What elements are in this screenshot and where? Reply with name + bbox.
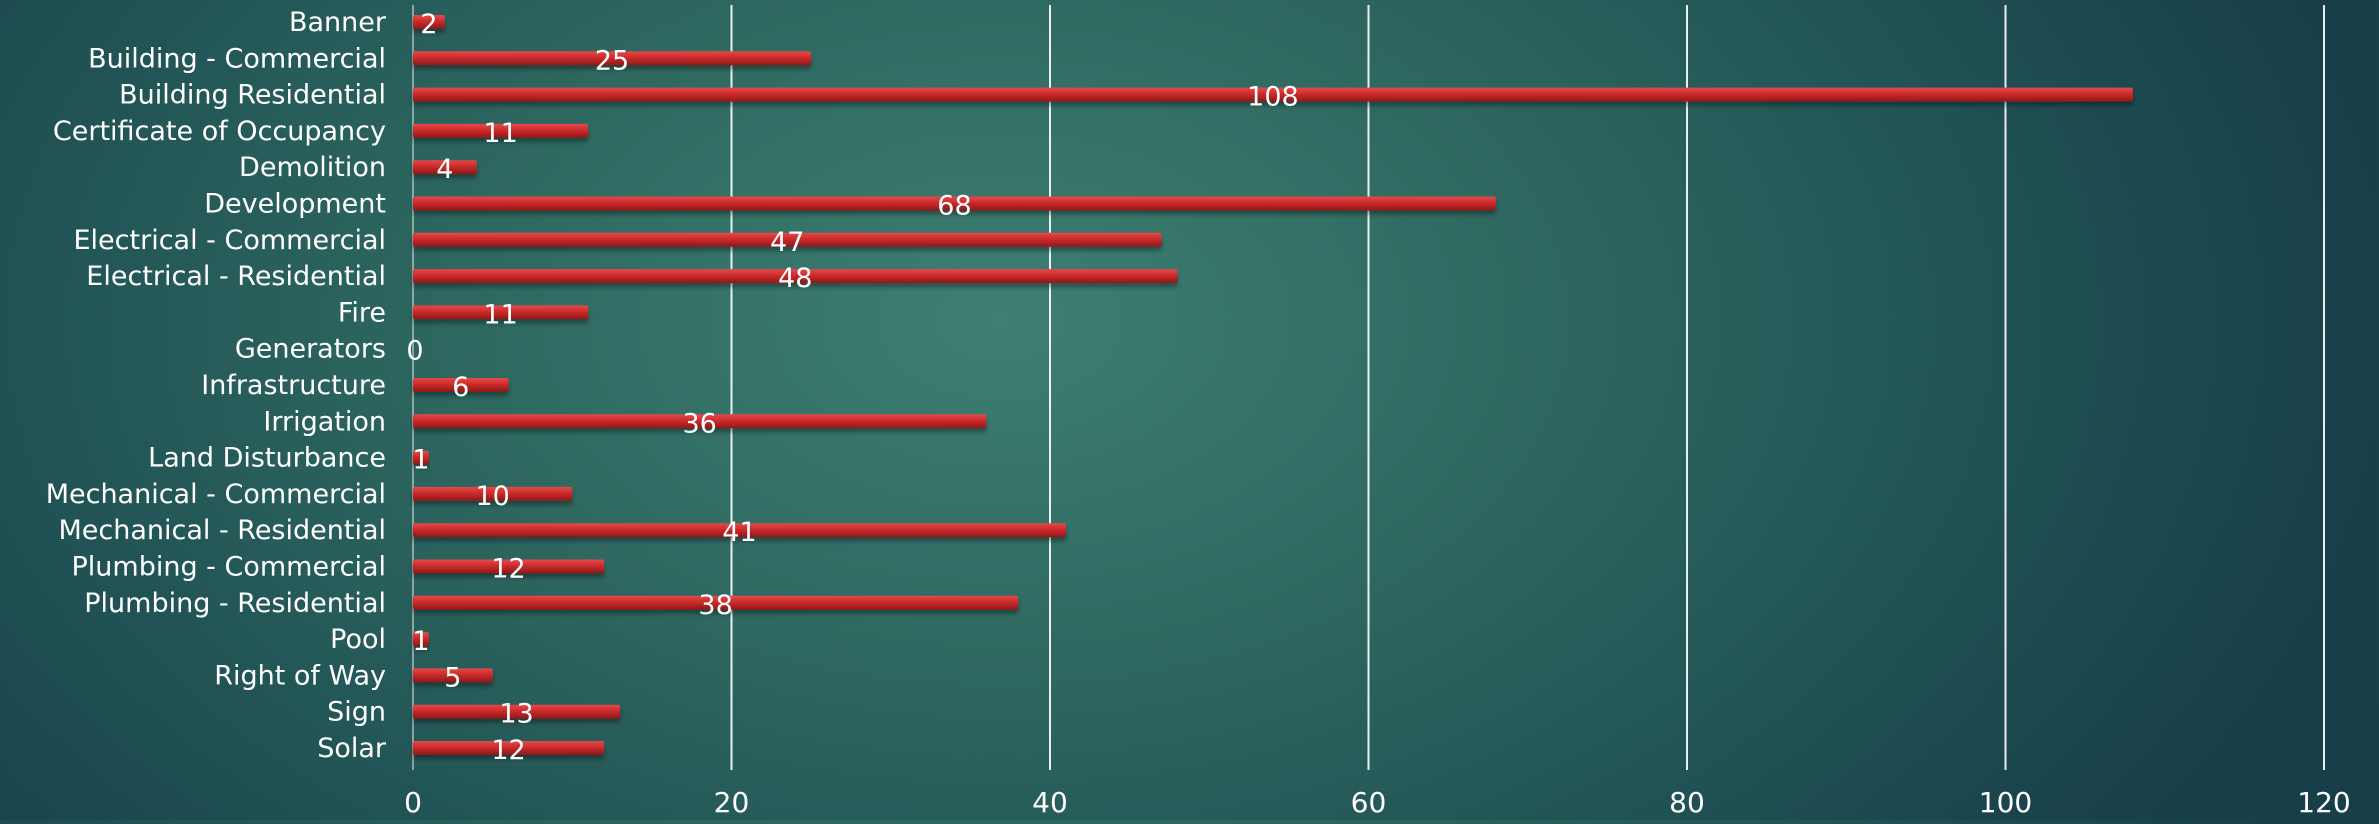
bar-plumbing-residential (413, 595, 1019, 610)
category-label: Demolition (239, 152, 386, 183)
bar-right-of-way (413, 668, 493, 683)
data-label: 13 (499, 699, 533, 730)
category-label: Electrical - Commercial (74, 225, 387, 256)
data-label: 11 (483, 118, 517, 149)
category-label: Building Residential (119, 80, 386, 111)
data-label: 36 (682, 408, 716, 439)
bar-sign (413, 704, 621, 719)
category-label: Plumbing - Commercial (72, 552, 386, 583)
data-label: 108 (1247, 82, 1299, 113)
data-label: 11 (483, 299, 517, 330)
category-label: Fire (338, 297, 386, 328)
bar-development (413, 196, 1496, 211)
category-label: Certificate of Occupancy (53, 116, 386, 147)
category-label: Mechanical - Commercial (46, 479, 386, 510)
x-tick-label: 120 (2297, 786, 2350, 819)
data-label: 4 (436, 154, 453, 185)
data-label: 0 (406, 336, 423, 367)
x-tick-label: 60 (1351, 786, 1387, 819)
bar-infrastructure (413, 378, 509, 392)
bar-certificate-of-occupancy (413, 123, 589, 138)
bars (413, 15, 2133, 755)
bar-building-commercial (413, 51, 812, 66)
x-tick-label: 100 (1979, 786, 2032, 819)
category-label: Development (204, 189, 386, 220)
bar-banner (413, 15, 445, 29)
bar-demolition (413, 160, 477, 175)
data-label: 6 (452, 372, 469, 403)
bar-mechanical-residential (413, 523, 1066, 538)
data-label: 2 (420, 9, 437, 40)
category-label: Solar (317, 733, 387, 764)
category-label: Plumbing - Residential (84, 588, 386, 619)
x-tick-label: 40 (1032, 786, 1068, 819)
bar-solar (413, 741, 605, 755)
category-label: Mechanical - Residential (58, 515, 386, 546)
category-label: Generators (235, 334, 386, 365)
category-labels: Banner Building - Commercial Building Resi… (46, 7, 387, 764)
x-tick-label: 20 (714, 786, 750, 819)
bar-fire (413, 305, 589, 320)
data-label: 1 (412, 626, 429, 657)
gridlines (412, 5, 2325, 770)
data-label: 48 (778, 263, 812, 294)
category-label: Land Disturbance (148, 443, 386, 474)
data-label: 12 (491, 735, 525, 766)
category-label: Irrigation (263, 406, 386, 437)
bar-pool (413, 632, 429, 647)
bar-irrigation (413, 414, 987, 429)
category-label: Sign (327, 697, 386, 728)
data-label: 5 (444, 662, 461, 693)
data-label: 1 (412, 445, 429, 476)
bar-mechanical-commercial (413, 486, 573, 501)
category-label: Banner (289, 7, 387, 38)
bar-land-disturbance (413, 450, 429, 465)
category-label: Building - Commercial (88, 43, 386, 74)
x-tick-label: 80 (1669, 786, 1705, 819)
bar-plumbing-commercial (413, 559, 605, 574)
bar-building-residential (413, 87, 2133, 102)
data-label: 25 (595, 45, 629, 76)
category-label: Electrical - Residential (86, 261, 386, 292)
data-label: 41 (722, 517, 756, 548)
data-label: 68 (937, 191, 971, 222)
data-label: 38 (698, 590, 732, 621)
category-label: Infrastructure (201, 370, 386, 401)
data-label: 10 (475, 481, 509, 512)
x-tick-label: 0 (404, 786, 422, 819)
bar-electrical-commercial (413, 232, 1162, 247)
category-label: Right of Way (214, 660, 386, 691)
data-label: 47 (770, 227, 804, 258)
category-label: Pool (330, 624, 386, 655)
data-label: 12 (491, 554, 525, 585)
bar-electrical-residential (413, 269, 1178, 284)
x-axis-tick-labels: 0 20 40 60 80 100 120 (404, 786, 2351, 819)
